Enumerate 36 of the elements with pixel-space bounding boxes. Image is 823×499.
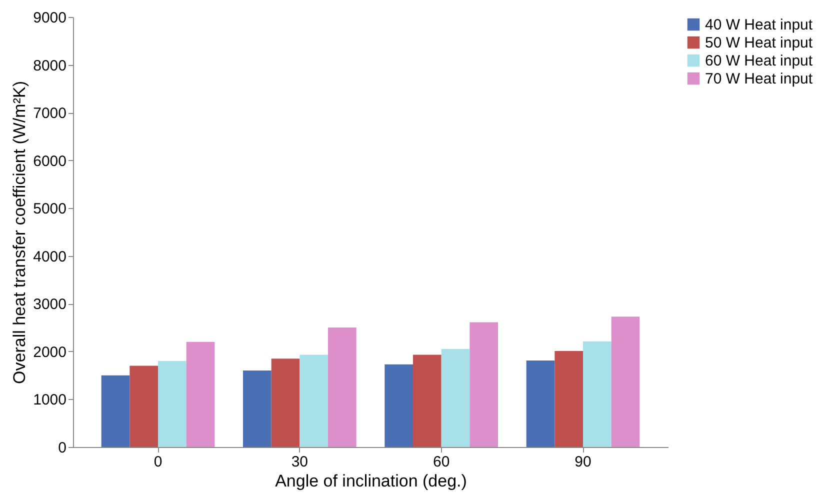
y-tick-label: 1000 — [33, 392, 66, 409]
legend-label: 50 W Heat input — [705, 34, 814, 52]
legend-label: 70 W Heat input — [705, 70, 814, 88]
y-tick-label: 5000 — [33, 200, 66, 218]
y-tick-label: 4000 — [33, 248, 66, 266]
x-tick-label: 90 — [574, 454, 592, 470]
x-tick-label: 30 — [291, 454, 308, 470]
y-tick-label: 2000 — [33, 344, 66, 361]
x-tick-label: 60 — [432, 454, 450, 470]
legend-label: 60 W Heat input — [705, 52, 814, 70]
y-tick-label: 6000 — [33, 152, 66, 170]
bar — [186, 342, 215, 447]
y-axis-title: Overall heat transfer coefficient (W/m²K) — [10, 81, 30, 384]
legend-label: 40 W Heat input — [705, 16, 814, 34]
bar — [470, 322, 498, 447]
y-tick-label: 9000 — [33, 10, 66, 26]
bar — [413, 354, 442, 447]
bar — [384, 364, 413, 447]
bar — [611, 316, 640, 447]
bar — [583, 341, 612, 447]
x-axis-title: Angle of inclination (deg.) — [275, 472, 467, 490]
bar — [441, 349, 470, 447]
bar — [526, 360, 555, 447]
y-tick-label: 0 — [58, 440, 66, 456]
bar — [554, 350, 583, 447]
bar — [271, 358, 300, 447]
bar — [243, 370, 272, 447]
bar — [158, 361, 186, 447]
y-tick-label: 3000 — [33, 296, 66, 314]
bar — [101, 375, 130, 447]
bar — [328, 328, 356, 447]
bar — [130, 366, 158, 447]
x-tick-label: 0 — [154, 454, 162, 470]
y-tick-label: 8000 — [33, 57, 66, 74]
y-tick-label: 7000 — [33, 105, 66, 122]
bar — [300, 354, 328, 447]
